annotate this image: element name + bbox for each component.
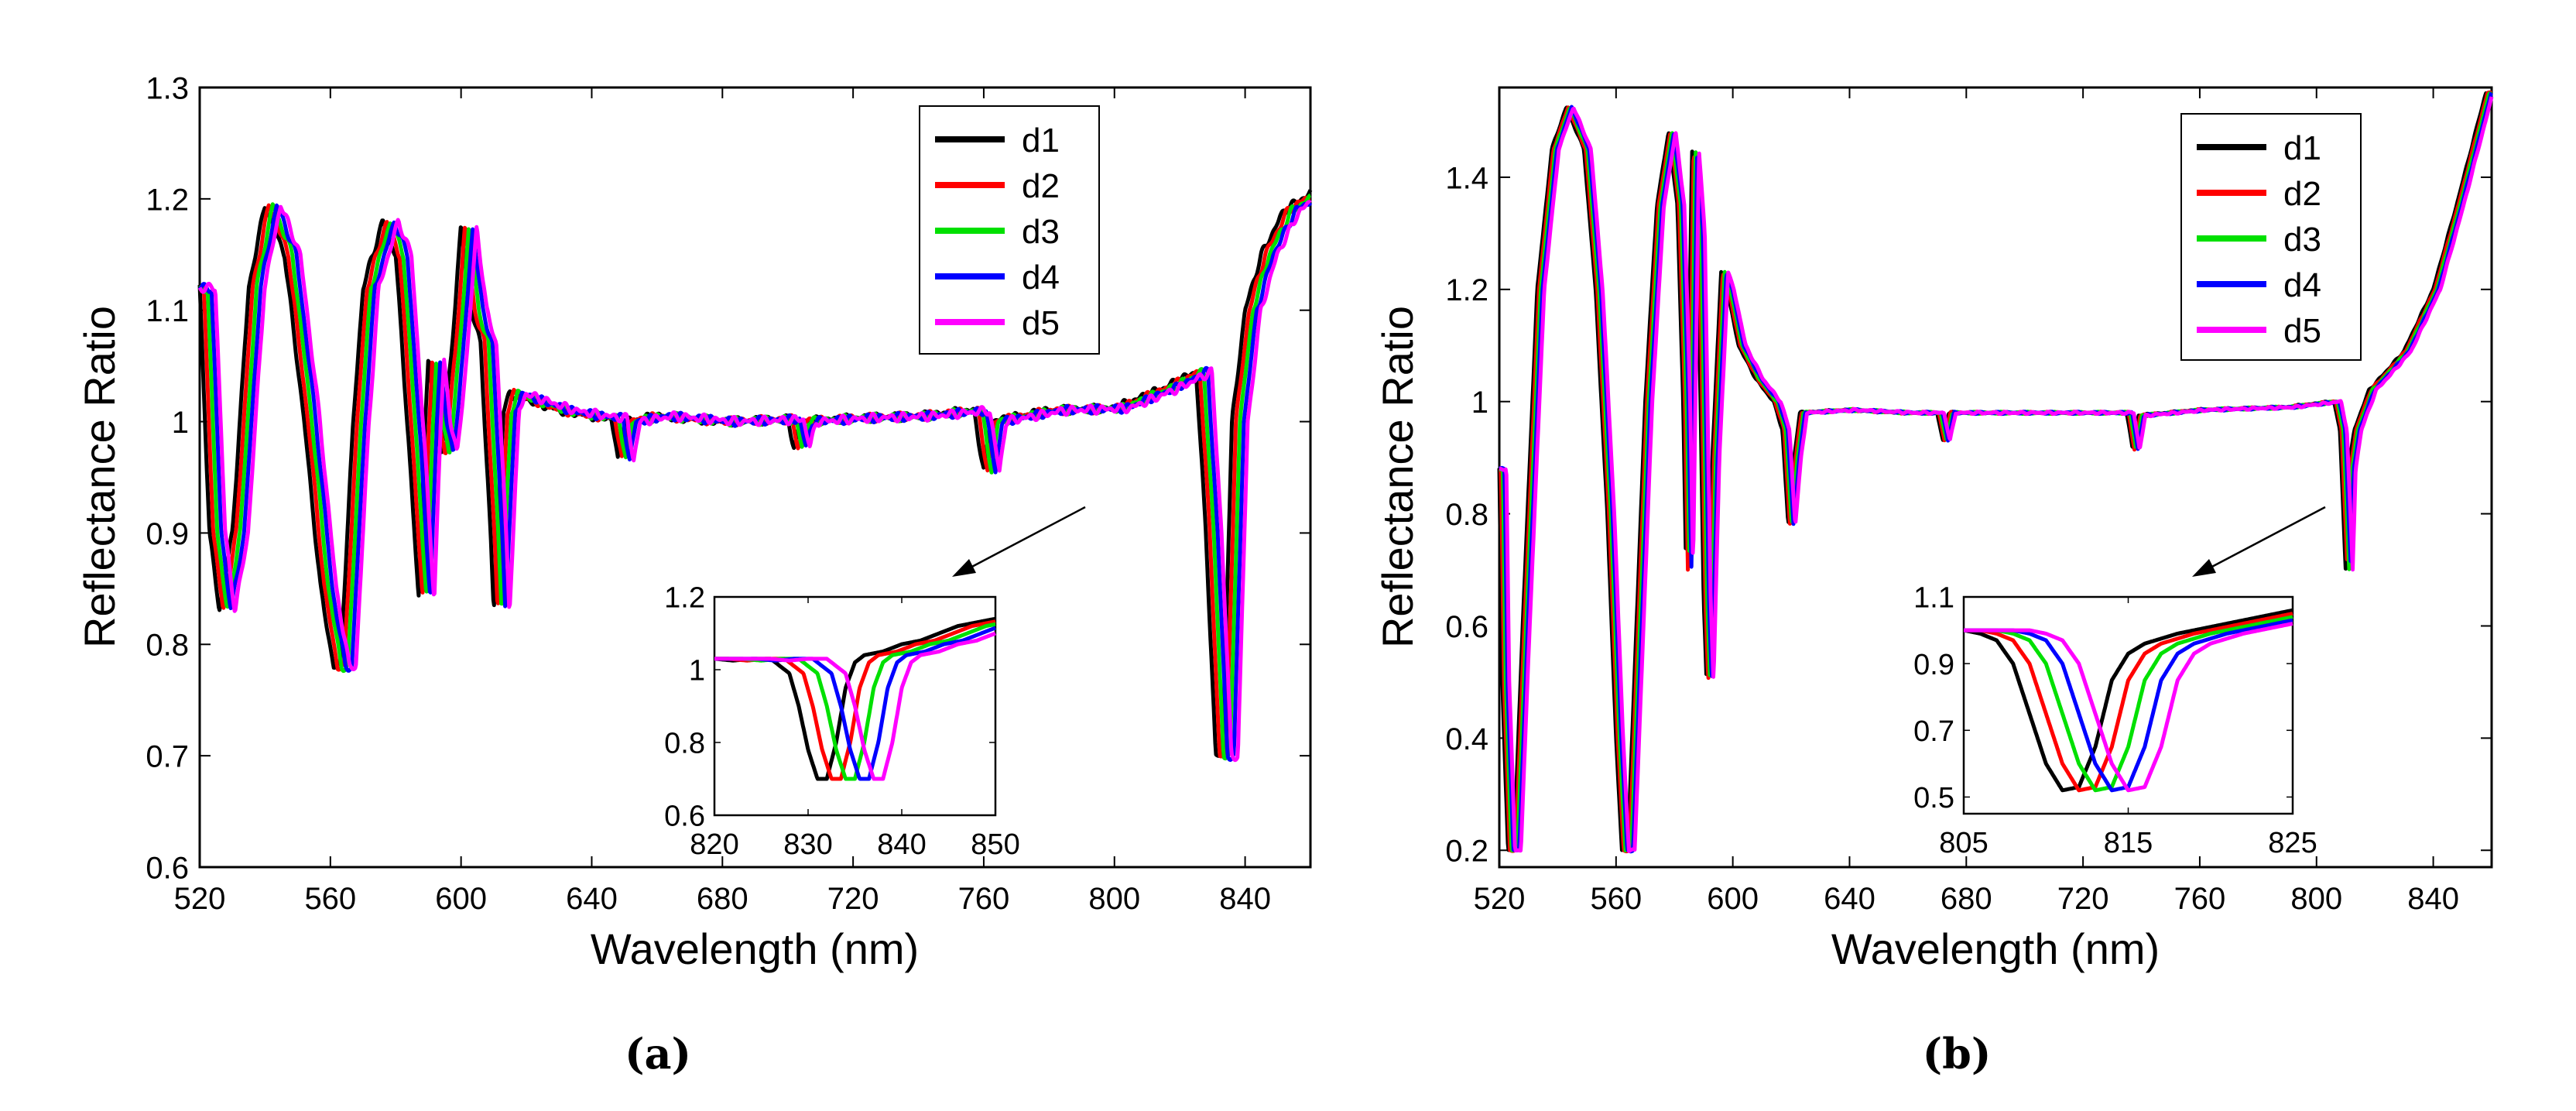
y-tick-label: 0.7 (1913, 715, 1954, 748)
panel-a-legend-label-d1: d1 (1022, 122, 1060, 159)
y-tick-label: 0.9 (1913, 649, 1954, 681)
panel-b-legend-label-d5: d5 (2283, 312, 2321, 350)
y-tick-label: 1 (172, 406, 189, 440)
panel-b-legend-label-d2: d2 (2283, 175, 2321, 213)
x-tick-label: 560 (304, 882, 356, 916)
series-line-d5 (1962, 622, 2294, 793)
panel-b-inset-x-ticks: 805 815 825 (1939, 597, 2317, 859)
y-tick-label: 0.2 (1445, 835, 1488, 869)
series-line-d3 (1962, 615, 2294, 793)
y-tick-label: 1 (689, 655, 705, 688)
panel-a-inset-x-ticks: 820 830 840 850 (690, 597, 1020, 861)
x-tick-label: 840 (1219, 882, 1271, 916)
x-tick-label: 815 (2104, 827, 2153, 859)
panel-b-x-ticks: 520 560 600 640 680 720 760 800 840 (1474, 87, 2459, 916)
x-tick-label: 800 (2290, 882, 2342, 916)
x-tick-label: 840 (877, 828, 926, 861)
panel-a-caption: (a) (625, 1029, 691, 1078)
x-tick-label: 640 (566, 882, 618, 916)
y-tick-label: 0.4 (1445, 722, 1488, 756)
x-tick-label: 720 (2057, 882, 2109, 916)
panel-b-series-lines (1497, 90, 2494, 854)
y-tick-label: 1.2 (664, 582, 705, 615)
panel-a-x-axis-label: Wavelength (nm) (591, 924, 919, 973)
y-tick-label: 1.2 (1445, 273, 1488, 307)
panel-b-x-axis-label: Wavelength (nm) (1831, 924, 2160, 973)
x-tick-label: 800 (1088, 882, 1140, 916)
panel-a-y-axis-label: Reflectance Ratio (75, 306, 124, 648)
y-tick-label: 0.8 (1445, 498, 1488, 532)
y-tick-label: 0.8 (146, 629, 189, 663)
y-tick-label: 1.1 (146, 294, 189, 328)
panel-b-inset-y-ticks: 0.5 0.7 0.9 1.1 (1913, 582, 2293, 814)
y-tick-label: 1.4 (1445, 161, 1488, 195)
series-line-d5 (1498, 96, 2494, 853)
panel-a-inset-arrow (952, 506, 1086, 577)
y-tick-label: 0.7 (146, 740, 189, 774)
y-tick-label: 0.9 (146, 517, 189, 551)
x-tick-label: 600 (1707, 882, 1759, 916)
panel-a-inset-y-ticks: 0.6 0.8 1 1.2 (664, 582, 995, 833)
x-tick-label: 720 (827, 882, 879, 916)
x-tick-label: 680 (1941, 882, 1992, 916)
y-tick-label: 0.6 (146, 851, 189, 885)
panel-a: 520 560 600 640 680 720 760 800 840 0.6 0.7 0.8 0.9… (75, 71, 1313, 1078)
series-line-d1 (1962, 608, 2294, 793)
panel-a-legend-label-d3: d3 (1022, 213, 1060, 251)
series-line-d2 (1962, 612, 2294, 793)
panel-a-legend: d1 d2 d3 d4 d5 (919, 105, 1100, 355)
x-tick-label: 600 (435, 882, 487, 916)
x-tick-label: 560 (1590, 882, 1642, 916)
y-tick-label: 0.6 (1445, 610, 1488, 644)
y-tick-label: 0.5 (1913, 782, 1954, 814)
panel-b-legend-label-d4: d4 (2283, 266, 2321, 304)
x-tick-label: 825 (2268, 827, 2317, 859)
x-tick-label: 520 (174, 882, 226, 916)
panel-a-legend-label-d2: d2 (1022, 167, 1060, 205)
x-tick-label: 760 (2174, 882, 2226, 916)
panel-b-caption: (b) (1923, 1029, 1992, 1078)
x-tick-label: 520 (1474, 882, 1526, 916)
panel-a-legend-label-d5: d5 (1022, 304, 1060, 342)
x-tick-label: 850 (971, 828, 1019, 861)
panel-a-series-lines (197, 189, 1313, 763)
panel-b-inset: 805 815 825 0.5 0.7 0.9 1.1 (1913, 582, 2317, 859)
x-tick-label: 820 (690, 828, 738, 861)
y-tick-label: 1 (1471, 386, 1488, 420)
y-tick-label: 1.2 (146, 183, 189, 217)
y-tick-label: 1.1 (1913, 582, 1954, 615)
panel-b-inset-series-lines (1962, 608, 2294, 793)
panel-b-legend-label-d3: d3 (2283, 221, 2321, 259)
panel-a-y-ticks: 0.6 0.7 0.8 0.9 1 1.1 1.2 1.3 (146, 71, 1310, 885)
panel-a-inset-series-lines (713, 616, 997, 781)
panel-b-inset-arrow (2192, 506, 2326, 577)
panel-b-y-ticks: 0.2 0.4 0.6 0.8 1 1.2 1.4 (1445, 161, 2492, 869)
panel-b-legend: d1 d2 d3 d4 d5 (2180, 113, 2362, 361)
y-tick-label: 0.8 (664, 728, 705, 760)
series-line-d5 (197, 200, 1312, 763)
panel-b-legend-label-d1: d1 (2283, 129, 2321, 167)
panel-b: 520 560 600 640 680 720 760 800 840 0.2 0.4 0.6 0.8… (1373, 86, 2494, 1078)
panel-b-y-axis-label: Reflectance Ratio (1373, 306, 1422, 648)
panel-a-x-ticks: 520 560 600 640 680 720 760 800 840 (174, 87, 1271, 916)
x-tick-label: 640 (1824, 882, 1875, 916)
x-tick-label: 680 (697, 882, 748, 916)
panel-a-legend-label-d4: d4 (1022, 259, 1060, 297)
y-tick-label: 0.6 (664, 801, 705, 833)
x-tick-label: 840 (2407, 882, 2459, 916)
panel-a-inset: 820 830 840 850 0.6 0.8 1 1.2 (664, 582, 1020, 861)
x-tick-label: 805 (1939, 827, 1988, 859)
series-line-d5 (713, 631, 997, 781)
x-tick-label: 830 (783, 828, 832, 861)
x-tick-label: 760 (958, 882, 1010, 916)
y-tick-label: 1.3 (146, 71, 189, 105)
